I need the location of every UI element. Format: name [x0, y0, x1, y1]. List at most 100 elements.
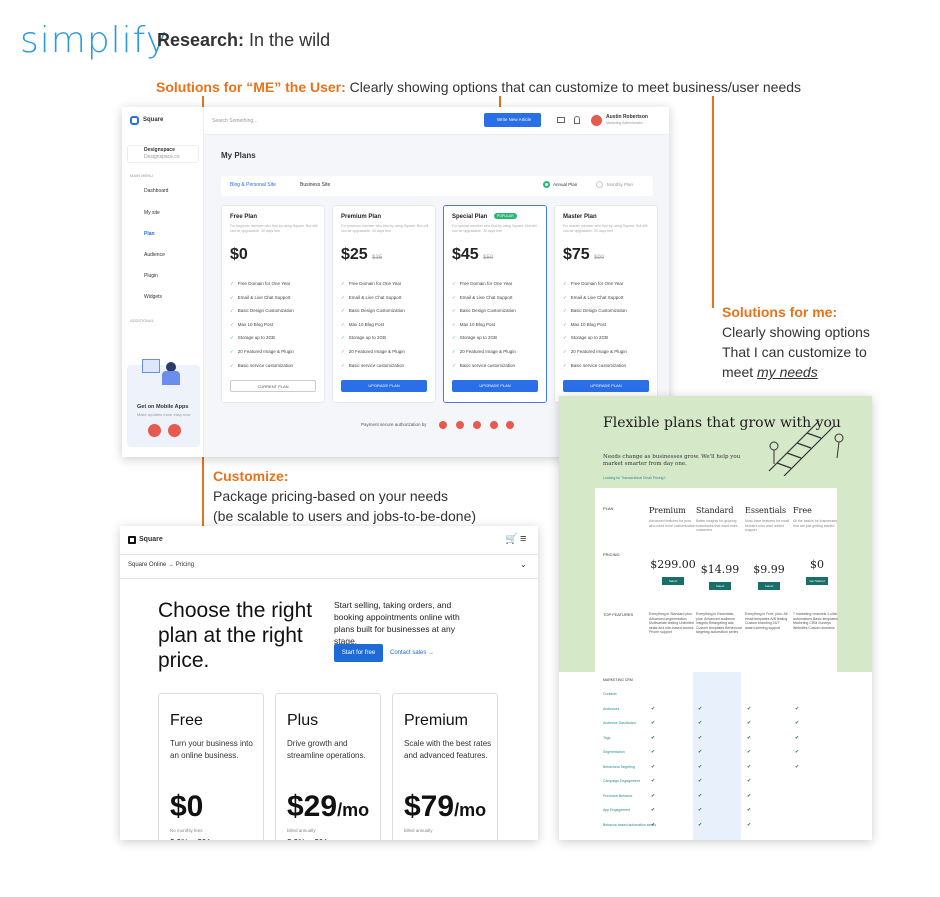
check-icon: ✔: [651, 807, 656, 813]
check-icon: ✔: [747, 807, 752, 813]
top-features: Everything in Essentials, plus: Advanced…: [696, 612, 742, 634]
feature-item: Basic Design Customization: [341, 308, 405, 322]
feature-item: Email & Live Chat Support: [230, 295, 294, 309]
feature-item: Max 10 Blog Post: [341, 322, 405, 336]
payment-logo-dot: [490, 421, 498, 429]
plan-name: Free Plan: [230, 214, 258, 220]
feature-list: Free Domain for One YearEmail & Live Cha…: [563, 281, 627, 376]
check-icon: ✔: [747, 720, 752, 726]
calendar-icon: [142, 359, 160, 373]
hero-heading: Choose the right plan at the right price…: [158, 599, 313, 672]
plan-column: Free All the basics for businesses that …: [793, 506, 841, 585]
plan-button[interactable]: UPGRADE PLAN: [563, 380, 649, 392]
plan-name: Master Plan: [563, 214, 597, 220]
plan-price: $299.00: [650, 558, 696, 571]
feature-row-label: Behavioral Targeting: [603, 764, 635, 769]
feature-item: Email & Live Chat Support: [452, 295, 516, 309]
select-button[interactable]: Get Started: [806, 577, 828, 585]
start-free-button[interactable]: Start for free: [334, 644, 383, 662]
page-title: My Plans: [221, 151, 256, 160]
top-features: Everything in Free, plus: All email temp…: [745, 612, 788, 630]
menu-plan[interactable]: Plan: [144, 231, 155, 237]
feature-row-label: Contacts: [603, 692, 617, 696]
check-icon: ✔: [698, 821, 703, 828]
feature-row-label: Purchase Behavior: [603, 793, 633, 798]
ladder-illustration-icon: [768, 420, 844, 476]
bell-icon[interactable]: [574, 116, 580, 124]
feature-item: Basic Design Customization: [563, 308, 627, 322]
menu-dashboard[interactable]: Dashboard: [144, 188, 169, 194]
plan-price: $0: [170, 790, 204, 823]
feature-item: Basic Design Customization: [452, 308, 516, 322]
menu-icon[interactable]: ≡: [520, 533, 527, 545]
workspace-selector[interactable]: [127, 145, 199, 163]
check-icon: ✔: [698, 720, 703, 726]
feature-item: 20 Featured Image & Plugin: [563, 349, 627, 363]
menu-mysite[interactable]: My site: [144, 210, 160, 216]
feature-list: Free Domain for One YearEmail & Live Cha…: [452, 281, 516, 376]
person-illustration-icon: [166, 362, 176, 372]
mail-icon[interactable]: [557, 117, 565, 123]
plan-button[interactable]: UPGRADE PLAN: [341, 380, 427, 392]
annual-radio[interactable]: [543, 181, 550, 188]
search-input[interactable]: Search Something...: [212, 118, 258, 124]
dashboard-plans-screenshot: Square Designspace Designspace.co MAIN M…: [122, 107, 669, 457]
feature-list: Free Domain for One YearEmail & Live Cha…: [230, 281, 294, 376]
select-button[interactable]: Select: [709, 581, 731, 590]
check-icon: ✔: [698, 749, 703, 755]
feature-row-label: Campaign Engagement: [603, 779, 640, 783]
feature-item: Basic service customization: [341, 363, 405, 377]
hero-title: Flexible plans that grow with you: [603, 415, 841, 431]
tab-blog[interactable]: Blog & Personal Site: [230, 182, 276, 188]
top-features: Everything in Standard plus: Advanced se…: [649, 612, 694, 634]
monthly-radio[interactable]: [596, 181, 603, 188]
mailchimp-pricing-screenshot: Flexible plans that grow with you Needs …: [559, 396, 872, 840]
menu-audience[interactable]: Audience: [144, 252, 165, 258]
plan-price: $0: [230, 246, 248, 263]
cart-icon[interactable]: 🛒: [505, 534, 518, 545]
avatar[interactable]: [591, 115, 602, 126]
plan-card: Special Plan POPULAR For special member wh…: [443, 205, 547, 403]
breadcrumb: Square Online → Pricing: [128, 562, 195, 568]
check-icon: ✔: [651, 749, 656, 755]
plan-price: $0: [810, 558, 824, 571]
feature-item: Max 10 Blog Post: [563, 322, 627, 336]
select-button[interactable]: Select: [758, 581, 780, 590]
plan-button[interactable]: CURRENT PLAN: [230, 380, 316, 392]
feature-item: Basic service customization: [452, 363, 516, 377]
check-icon: ✔: [651, 821, 656, 828]
plan-name: Special Plan: [452, 214, 488, 220]
chevron-down-icon[interactable]: ⌄: [520, 560, 527, 569]
select-button[interactable]: Select: [662, 577, 684, 585]
payment-logo-dot: [439, 421, 447, 429]
check-icon: ✔: [747, 792, 752, 799]
plan-name: Premium: [404, 712, 469, 729]
feature-row-label: Behavior-based automation series: [603, 822, 657, 827]
feature-item: Free Domain for One Year: [341, 281, 405, 295]
plan-column: Standard Better insights for growing bus…: [696, 506, 744, 590]
check-icon: ✔: [651, 720, 656, 726]
check-icon: ✔: [795, 705, 800, 712]
contact-sales-link[interactable]: Contact sales →: [390, 650, 435, 656]
check-icon: ✔: [698, 792, 703, 799]
feature-item: Storage up to 2GB: [341, 335, 405, 349]
redacted-dot: [148, 424, 161, 437]
feature-row-label: App Engagement: [603, 808, 631, 812]
check-icon: ✔: [747, 749, 752, 755]
feature-row-label: Tags: [603, 735, 611, 740]
plan-button[interactable]: UPGRADE PLAN: [452, 380, 538, 392]
check-icon: ✔: [795, 763, 800, 770]
menu-plugin[interactable]: Plugin: [144, 273, 158, 279]
tab-business[interactable]: Business Site: [300, 182, 331, 188]
menu-widgets[interactable]: Widgets: [144, 294, 163, 300]
check-icon: ✔: [795, 749, 800, 755]
top-features: 7 marketing channels 1-click automations…: [793, 612, 838, 630]
payment-logo-dot: [473, 421, 481, 429]
square-online-pricing-screenshot: Square 🛒 ≡ Square Online → Pricing ⌄ Cho…: [120, 526, 538, 840]
write-article-button[interactable]: [484, 113, 541, 127]
feature-item: Free Domain for One Year: [563, 281, 627, 295]
plan-column: Essentials Must-have features for small …: [745, 506, 793, 590]
plan-price: $29/mo: [287, 790, 370, 823]
feature-item: Storage up to 2GB: [563, 335, 627, 349]
feature-item: Email & Live Chat Support: [341, 295, 405, 309]
